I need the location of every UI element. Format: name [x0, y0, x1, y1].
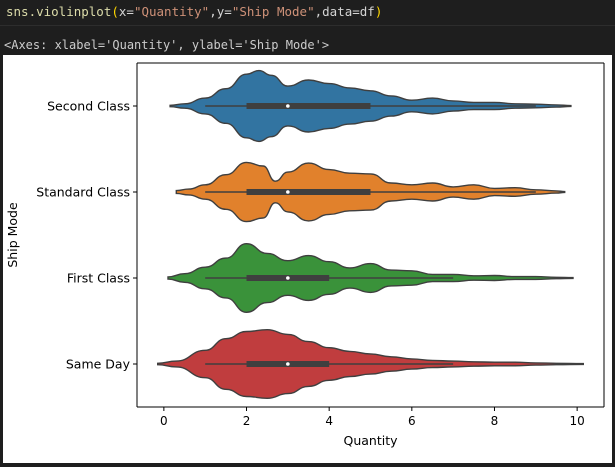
cell-output-text: <Axes: xlabel='Quantity', ylabel='Ship M… [4, 38, 330, 52]
code-line: sns.violinplot(x="Quantity",y="Ship Mode… [6, 4, 382, 19]
code-arg-data: data=df [322, 4, 375, 19]
code-cell[interactable]: sns.violinplot(x="Quantity",y="Ship Mode… [0, 0, 615, 26]
y-axis-label: Ship Mode [5, 202, 20, 268]
code-arg-y-value: "Ship Mode" [231, 4, 315, 19]
median-point-3 [286, 362, 290, 366]
code-function: sns.violinplot [6, 4, 112, 19]
y-tick-label-3: Same Day [66, 357, 131, 372]
iqr-box-0 [246, 103, 371, 109]
code-arg-x-value: "Quantity" [133, 4, 210, 19]
violin-chart: 0 2 4 6 8 10 Second Class Standard Class First C… [5, 62, 605, 448]
x-tick-label-4: 4 [325, 414, 333, 428]
code-open-paren: ( [111, 4, 119, 19]
x-tick-label-10: 10 [569, 414, 584, 428]
code-arg-x-key: x= [118, 4, 134, 19]
median-point-1 [286, 190, 290, 194]
y-tick-label-0: Second Class [47, 99, 130, 114]
x-tick-label-2: 2 [243, 414, 251, 428]
x-tick-label-6: 6 [408, 414, 416, 428]
y-tick-label-1: Standard Class [36, 185, 130, 200]
iqr-box-1 [246, 189, 371, 195]
x-axis-label: Quantity [343, 433, 398, 448]
median-point-0 [286, 104, 290, 108]
code-comma: , [314, 4, 323, 19]
y-tick-label-2: First Class [67, 271, 130, 286]
code-comma: , [209, 4, 217, 19]
x-tick-label-8: 8 [491, 414, 499, 428]
code-close-paren: ) [374, 4, 383, 19]
x-tick-label-0: 0 [160, 414, 168, 428]
median-point-2 [286, 276, 290, 280]
figure-output: 0 2 4 6 8 10 Second Class Standard Class First C… [3, 55, 612, 463]
code-arg-y-key: y= [216, 4, 232, 19]
